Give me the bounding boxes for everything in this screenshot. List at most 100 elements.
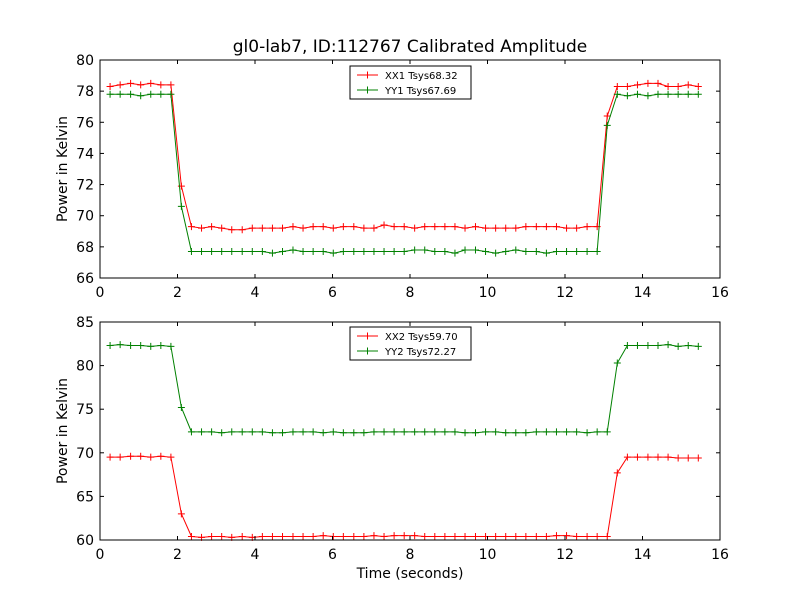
- data-point: [603, 428, 611, 436]
- data-point: [471, 223, 479, 231]
- x-tick-label: 16: [711, 285, 729, 301]
- y-tick-label: 66: [76, 271, 94, 287]
- data-point: [289, 533, 297, 541]
- data-point: [522, 248, 530, 256]
- data-point: [583, 533, 591, 541]
- data-point: [684, 90, 692, 98]
- data-point: [339, 223, 347, 231]
- data-point: [583, 248, 591, 256]
- data-point: [400, 532, 408, 540]
- data-point: [522, 429, 530, 437]
- data-point: [309, 428, 317, 436]
- data-point: [208, 223, 216, 231]
- data-point: [319, 223, 327, 231]
- data-point: [116, 453, 124, 461]
- data-point: [411, 532, 419, 540]
- data-point: [613, 469, 621, 477]
- data-point: [187, 428, 195, 436]
- data-point: [451, 428, 459, 436]
- y-tick-label: 75: [76, 402, 94, 418]
- data-point: [684, 81, 692, 89]
- data-point: [289, 246, 297, 254]
- data-point: [319, 429, 327, 437]
- data-point: [461, 429, 469, 437]
- data-point: [613, 82, 621, 90]
- data-point: [532, 248, 540, 256]
- data-point: [563, 224, 571, 232]
- x-tick-label: 12: [556, 285, 574, 301]
- data-point: [208, 248, 216, 256]
- legend: XX2 Tsys59.70 YY2 Tsys72.27: [349, 326, 472, 361]
- x-tick-label: 8: [406, 547, 415, 563]
- data-point: [258, 428, 266, 436]
- y-tick-label: 80: [76, 359, 94, 375]
- data-point: [512, 533, 520, 541]
- data-point: [329, 428, 337, 436]
- data-point: [137, 452, 145, 460]
- data-point: [654, 342, 662, 350]
- y-tick-label: 68: [76, 240, 94, 256]
- data-point: [380, 221, 388, 229]
- data-point: [674, 90, 682, 98]
- data-point: [421, 533, 429, 541]
- chart-panel-2: 0 2 4 6 8 10 12 14 16 60 65 70 75 80 85 Power in Kelvin…: [55, 315, 729, 582]
- data-point: [441, 223, 449, 231]
- data-point: [664, 341, 672, 349]
- legend-label-1: XX2 Tsys59.70: [385, 332, 458, 343]
- data-point: [603, 533, 611, 541]
- data-point: [177, 202, 185, 210]
- x-tick-label: 2: [173, 547, 182, 563]
- data-point: [633, 453, 641, 461]
- data-point: [502, 533, 510, 541]
- data-point: [370, 532, 378, 540]
- data-point: [167, 342, 175, 350]
- data-point: [583, 223, 591, 231]
- data-point: [329, 224, 337, 232]
- data-point: [461, 533, 469, 541]
- data-point: [258, 248, 266, 256]
- data-point: [654, 90, 662, 98]
- data-point: [116, 90, 124, 98]
- data-point: [319, 248, 327, 256]
- data-point: [309, 248, 317, 256]
- data-point: [613, 90, 621, 98]
- legend-marker-1: [364, 332, 371, 340]
- data-point: [268, 429, 276, 437]
- data-point: [411, 428, 419, 436]
- data-point: [684, 454, 692, 462]
- data-point: [431, 248, 439, 256]
- data-point: [573, 533, 581, 541]
- data-point: [299, 224, 307, 232]
- data-point: [471, 533, 479, 541]
- data-point: [502, 248, 510, 256]
- data-point: [228, 428, 236, 436]
- data-point: [390, 532, 398, 540]
- data-point: [127, 79, 135, 87]
- x-tick-label: 0: [96, 285, 105, 301]
- data-point: [350, 248, 358, 256]
- data-point: [573, 248, 581, 256]
- data-point: [380, 428, 388, 436]
- data-point: [106, 342, 114, 350]
- data-point: [583, 429, 591, 437]
- legend-marker-1: [364, 71, 371, 79]
- data-point: [573, 224, 581, 232]
- data-point: [421, 428, 429, 436]
- x-tick-label: 6: [328, 547, 337, 563]
- data-point: [350, 429, 358, 437]
- legend-label-1: XX1 Tsys68.32: [385, 71, 458, 82]
- data-point: [279, 248, 287, 256]
- data-point: [147, 79, 155, 87]
- data-point: [137, 81, 145, 89]
- data-point: [492, 428, 500, 436]
- data-point: [380, 248, 388, 256]
- data-point: [644, 453, 652, 461]
- data-point: [198, 224, 206, 232]
- data-point: [370, 248, 378, 256]
- data-point: [552, 428, 560, 436]
- data-point: [522, 533, 530, 541]
- data-point: [238, 428, 246, 436]
- data-point: [157, 342, 165, 350]
- data-point: [187, 248, 195, 256]
- data-point: [360, 533, 368, 541]
